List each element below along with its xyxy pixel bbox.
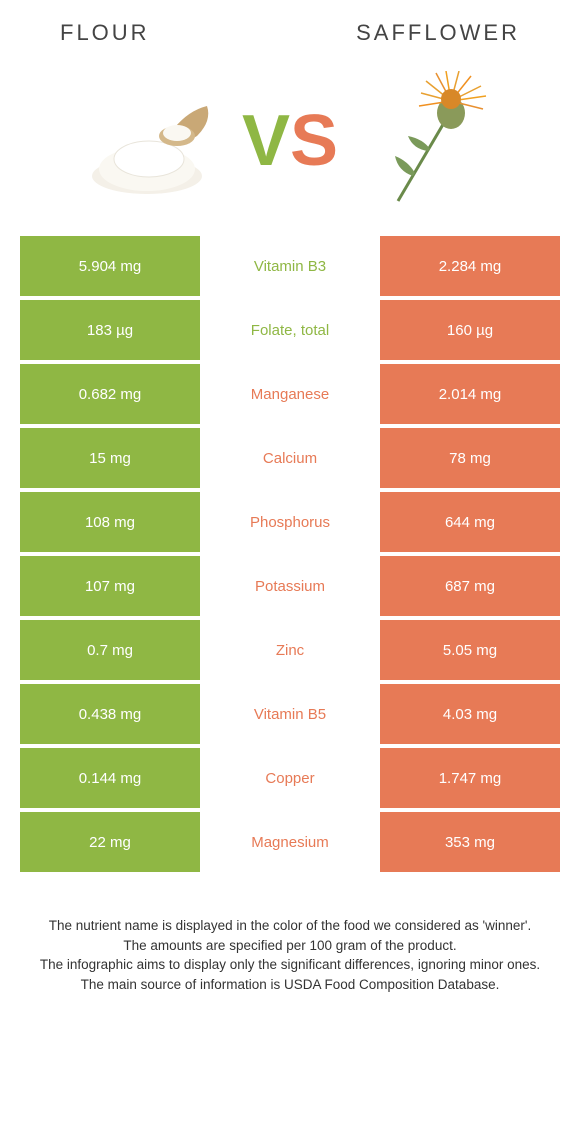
footer-line: The nutrient name is displayed in the co…	[30, 916, 550, 936]
left-value-cell: 0.438 mg	[20, 684, 200, 744]
nutrient-table: 5.904 mgVitamin B32.284 mg183 µgFolate, …	[0, 236, 580, 872]
left-food-title: FLOUR	[60, 20, 150, 46]
nutrient-name-cell: Vitamin B5	[200, 684, 380, 744]
left-value-cell: 15 mg	[20, 428, 200, 488]
table-row: 0.682 mgManganese2.014 mg	[20, 364, 560, 424]
left-value-cell: 183 µg	[20, 300, 200, 360]
left-value-cell: 108 mg	[20, 492, 200, 552]
left-value-cell: 0.7 mg	[20, 620, 200, 680]
right-value-cell: 1.747 mg	[380, 748, 560, 808]
right-value-cell: 644 mg	[380, 492, 560, 552]
footer-line: The main source of information is USDA F…	[30, 975, 550, 995]
left-value-cell: 107 mg	[20, 556, 200, 616]
right-value-cell: 687 mg	[380, 556, 560, 616]
footer-notes: The nutrient name is displayed in the co…	[0, 876, 580, 994]
nutrient-name-cell: Magnesium	[200, 812, 380, 872]
right-value-cell: 4.03 mg	[380, 684, 560, 744]
safflower-icon	[353, 71, 503, 211]
nutrient-name-cell: Manganese	[200, 364, 380, 424]
table-row: 22 mgMagnesium353 mg	[20, 812, 560, 872]
table-row: 0.144 mgCopper1.747 mg	[20, 748, 560, 808]
table-row: 0.438 mgVitamin B54.03 mg	[20, 684, 560, 744]
right-value-cell: 160 µg	[380, 300, 560, 360]
footer-line: The amounts are specified per 100 gram o…	[30, 936, 550, 956]
right-value-cell: 2.014 mg	[380, 364, 560, 424]
nutrient-name-cell: Phosphorus	[200, 492, 380, 552]
header: FLOUR SAFFLOWER	[0, 0, 580, 56]
nutrient-name-cell: Folate, total	[200, 300, 380, 360]
nutrient-name-cell: Zinc	[200, 620, 380, 680]
table-row: 0.7 mgZinc5.05 mg	[20, 620, 560, 680]
vs-label: VS	[242, 100, 338, 182]
footer-line: The infographic aims to display only the…	[30, 955, 550, 975]
right-value-cell: 353 mg	[380, 812, 560, 872]
right-food-title: SAFFLOWER	[356, 20, 520, 46]
images-row: VS	[0, 56, 580, 236]
left-value-cell: 22 mg	[20, 812, 200, 872]
nutrient-name-cell: Copper	[200, 748, 380, 808]
table-row: 108 mgPhosphorus644 mg	[20, 492, 560, 552]
flour-icon	[77, 81, 227, 201]
nutrient-name-cell: Calcium	[200, 428, 380, 488]
left-value-cell: 5.904 mg	[20, 236, 200, 296]
vs-v: V	[242, 100, 290, 182]
flour-image	[77, 71, 227, 211]
table-row: 107 mgPotassium687 mg	[20, 556, 560, 616]
nutrient-name-cell: Potassium	[200, 556, 380, 616]
left-value-cell: 0.144 mg	[20, 748, 200, 808]
right-value-cell: 78 mg	[380, 428, 560, 488]
right-value-cell: 2.284 mg	[380, 236, 560, 296]
table-row: 15 mgCalcium78 mg	[20, 428, 560, 488]
vs-s: S	[290, 100, 338, 182]
right-value-cell: 5.05 mg	[380, 620, 560, 680]
table-row: 183 µgFolate, total160 µg	[20, 300, 560, 360]
nutrient-name-cell: Vitamin B3	[200, 236, 380, 296]
safflower-image	[353, 71, 503, 211]
table-row: 5.904 mgVitamin B32.284 mg	[20, 236, 560, 296]
left-value-cell: 0.682 mg	[20, 364, 200, 424]
